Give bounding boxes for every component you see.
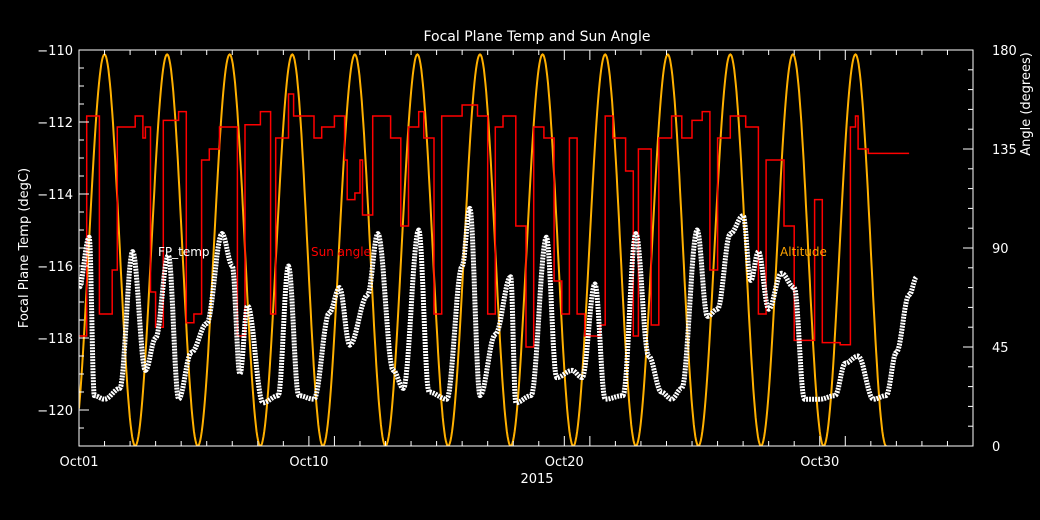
sun-angle-line xyxy=(79,93,910,348)
right-y-tick-label: 180 xyxy=(992,44,1017,59)
left-y-tick-label: −112 xyxy=(37,116,73,131)
right-y-tick-label: 90 xyxy=(992,242,1009,257)
altitude-line xyxy=(79,53,887,446)
legend-label-altitude: Altitude xyxy=(780,245,827,259)
fp-temp-line xyxy=(79,205,919,406)
right-y-tick-label: 135 xyxy=(992,143,1017,158)
left-y-tick-label: −118 xyxy=(37,332,73,347)
right-y-axis-label: Angle (degrees) xyxy=(1019,52,1034,156)
legend-label-sun-angle: Sun angle xyxy=(311,245,371,259)
x-tick-label: Oct20 xyxy=(545,455,584,470)
x-axis-label: 2015 xyxy=(520,472,553,487)
plot-area xyxy=(79,53,919,446)
x-tick-label: Oct10 xyxy=(289,455,328,470)
left-y-axis-label: Focal Plane Temp (degC) xyxy=(17,168,32,328)
left-y-tick-label: −120 xyxy=(37,404,73,419)
right-y-tick-label: 45 xyxy=(992,341,1009,356)
left-y-tick-label: −114 xyxy=(37,188,73,203)
legend-label-fp-temp: FP_temp xyxy=(158,245,210,259)
axes-layer: −110 −112 −114 −116 −118 −120 0 45 90 135 180 Oct01… xyxy=(37,44,1017,470)
left-y-tick-label: −110 xyxy=(37,44,73,59)
right-y-tick-label: 0 xyxy=(992,440,1000,455)
left-y-tick-label: −116 xyxy=(37,260,73,275)
legend: FP_temp Sun angle Altitude xyxy=(158,245,827,259)
x-tick-label: Oct01 xyxy=(59,455,98,470)
chart-title: Focal Plane Temp and Sun Angle xyxy=(423,29,650,45)
x-tick-label: Oct30 xyxy=(800,455,839,470)
series-layer xyxy=(79,53,919,446)
